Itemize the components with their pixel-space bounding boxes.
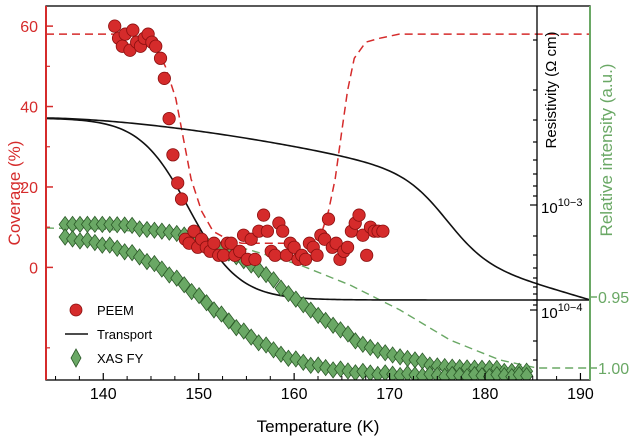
- xas-point: [200, 294, 214, 312]
- peem-series: [108, 19, 390, 266]
- intensity-axis-ticks: [590, 296, 597, 369]
- intensity-tick-100: 1.00: [598, 361, 629, 378]
- transport-curve-cooling: [46, 117, 590, 301]
- legend-peem-label: PEEM: [97, 303, 134, 318]
- peem-point: [279, 248, 294, 262]
- xas-point: [520, 366, 534, 380]
- resistivity-axis-ticks: [530, 39, 537, 361]
- xas-point: [244, 328, 258, 346]
- xas-point: [177, 276, 191, 294]
- peem-point: [207, 236, 221, 250]
- intensity-axis-label: Relative intensity (a.u.): [597, 64, 616, 237]
- legend-xas-marker: [70, 348, 82, 368]
- xas-point: [267, 271, 281, 289]
- peem-point: [287, 240, 301, 254]
- peem-point: [248, 252, 262, 266]
- left-tick-label: 40: [20, 100, 38, 117]
- peem-point: [376, 224, 390, 238]
- peem-point: [318, 232, 332, 246]
- peem-point: [329, 236, 343, 250]
- peem-point: [162, 112, 176, 126]
- peem-point: [157, 71, 171, 85]
- peem-point: [298, 252, 313, 266]
- resistivity-axis-label: Resistivity (Ω cm): [543, 31, 560, 148]
- x-tick-label: 160: [281, 386, 308, 403]
- peem-point: [260, 224, 275, 238]
- peem-point: [149, 39, 163, 53]
- peem-point: [340, 240, 355, 254]
- peem-point: [171, 176, 185, 190]
- xas-point: [192, 286, 206, 305]
- peem-point: [268, 248, 282, 262]
- left-axis-label: Coverage (%): [5, 141, 24, 246]
- peem-point: [310, 248, 324, 262]
- left-tick-label: 60: [20, 19, 38, 36]
- xas-series: [58, 215, 534, 380]
- peem-point: [356, 228, 370, 242]
- peem-point: [233, 244, 247, 258]
- legend-transport-label: Transport: [97, 327, 153, 342]
- transport-curve-heating: [46, 117, 590, 301]
- x-tick-label: 140: [90, 386, 117, 403]
- peem-point: [153, 51, 168, 65]
- transport-series: [46, 117, 590, 301]
- x-tick-label: 150: [185, 386, 212, 403]
- x-axis-ticks: 140 150 160 170 180 190: [55, 373, 594, 403]
- peem-point: [126, 23, 140, 37]
- intensity-tick-095: 0.95: [598, 290, 629, 307]
- left-axis-ticks: 60 40 20 0: [20, 19, 53, 349]
- left-tick-label: 20: [20, 180, 38, 197]
- x-tick-label: 180: [472, 386, 499, 403]
- peem-point: [166, 148, 180, 162]
- peem-point: [174, 192, 189, 206]
- plot-area: [46, 6, 590, 380]
- left-tick-label: 0: [29, 260, 38, 277]
- xas-point: [341, 325, 355, 343]
- legend: PEEM Transport XAS FY: [65, 303, 153, 368]
- peem-point: [244, 232, 258, 246]
- x-axis-label: Temperature (K): [257, 417, 380, 436]
- peem-point: [276, 224, 290, 238]
- peem-point: [187, 224, 201, 238]
- legend-xas-label: XAS FY: [97, 351, 144, 366]
- peem-point: [224, 236, 238, 250]
- peem-point: [360, 248, 374, 262]
- peem-point: [108, 19, 122, 33]
- peem-point: [216, 248, 231, 262]
- peem-point: [352, 208, 366, 222]
- peem-point: [256, 208, 271, 222]
- peem-point: [321, 212, 336, 226]
- x-tick-label: 170: [376, 386, 403, 403]
- x-tick-label: 190: [567, 386, 594, 403]
- xas-point: [214, 305, 228, 323]
- legend-peem-marker: [69, 303, 83, 317]
